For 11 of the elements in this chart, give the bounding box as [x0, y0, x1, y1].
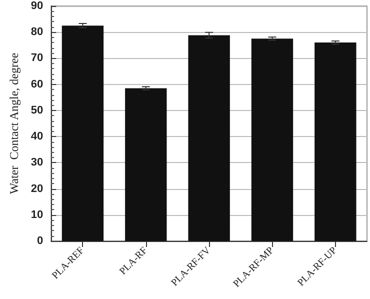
y-tick-label: 90 [30, 0, 44, 12]
y-tick-label: 10 [30, 208, 44, 221]
y-tick-label: 50 [30, 104, 44, 116]
y-tick-label: 30 [30, 156, 44, 169]
y-tick-label: 70 [30, 52, 44, 64]
y-tick-label: 60 [30, 78, 44, 90]
y-tick-label: 40 [30, 130, 44, 143]
y-tick-label: 0 [37, 235, 44, 247]
y-axis-title: Water Contact Angle, degree [7, 52, 21, 194]
y-tick-label: 80 [30, 26, 44, 38]
y-tick-label: 20 [30, 182, 44, 195]
